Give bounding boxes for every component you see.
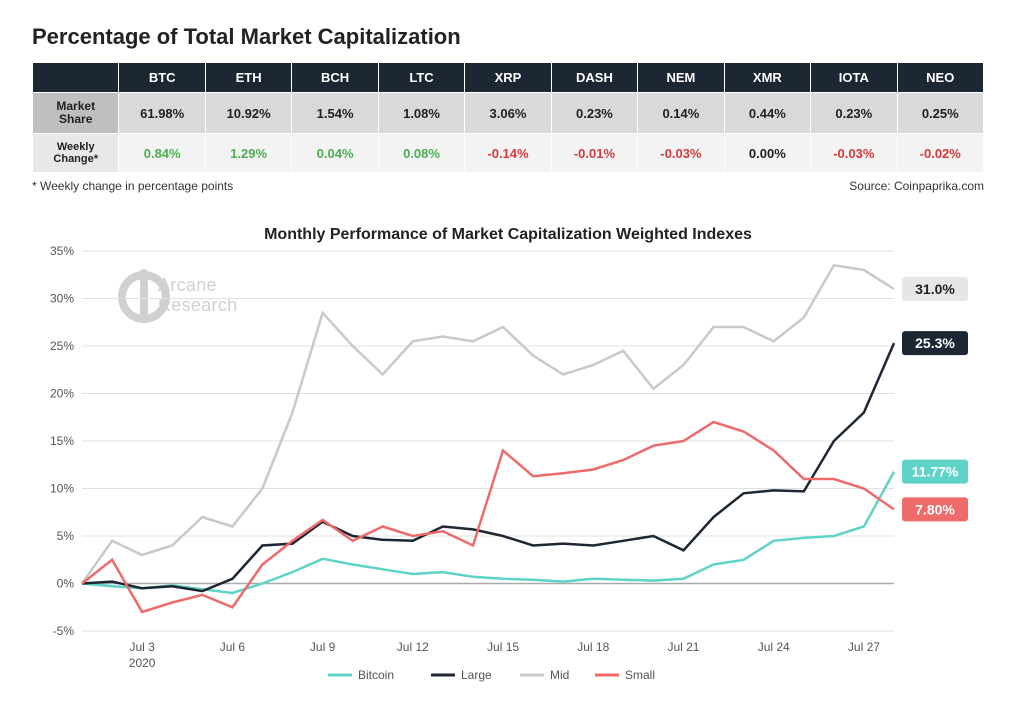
- end-label-text: 7.80%: [915, 502, 955, 518]
- legend-label: Mid: [550, 668, 569, 682]
- table-cell: 0.14%: [638, 93, 724, 134]
- legend-label: Large: [461, 668, 492, 682]
- table-cell: 0.23%: [811, 93, 897, 134]
- table-cell: 61.98%: [119, 93, 205, 134]
- table-cell: 0.00%: [724, 134, 810, 173]
- x-tick-label: Jul 18: [577, 640, 609, 654]
- x-tick-label: Jul 3: [129, 640, 155, 654]
- table-header-row: BTCETHBCHLTCXRPDASHNEMXMRIOTANEO: [33, 63, 984, 93]
- table-cell: 0.44%: [724, 93, 810, 134]
- source-label: Source: Coinpaprika.com: [849, 179, 984, 193]
- y-tick-label: -5%: [53, 624, 75, 638]
- row-label: MarketShare: [33, 93, 119, 134]
- x-tick-label: Jul 9: [310, 640, 336, 654]
- table-cell: -0.02%: [897, 134, 983, 173]
- end-label-text: 25.3%: [915, 336, 955, 352]
- table-header: NEO: [897, 63, 983, 93]
- table-header: BTC: [119, 63, 205, 93]
- x-tick-label: Jul 15: [487, 640, 519, 654]
- row-label: WeeklyChange*: [33, 134, 119, 173]
- table-cell: -0.03%: [638, 134, 724, 173]
- y-tick-label: 20%: [50, 387, 74, 401]
- table-cell: 1.08%: [378, 93, 464, 134]
- table-cell: 0.23%: [551, 93, 637, 134]
- table-cell: 0.08%: [378, 134, 464, 173]
- end-label-text: 11.77%: [912, 464, 959, 480]
- y-tick-label: 5%: [57, 529, 75, 543]
- y-tick-label: 30%: [50, 292, 74, 306]
- table-header: BCH: [292, 63, 378, 93]
- legend-label: Small: [625, 668, 655, 682]
- table-body: MarketShare61.98%10.92%1.54%1.08%3.06%0.…: [33, 93, 984, 173]
- table-header: NEM: [638, 63, 724, 93]
- x-tick-label: Jul 12: [397, 640, 429, 654]
- table-cell: 0.25%: [897, 93, 983, 134]
- table-cell: 0.84%: [119, 134, 205, 173]
- y-tick-label: 10%: [50, 482, 74, 496]
- series-large: [82, 343, 894, 591]
- table-header: ETH: [205, 63, 291, 93]
- table-header: LTC: [378, 63, 464, 93]
- end-label-text: 31.0%: [915, 281, 955, 297]
- y-tick-label: 25%: [50, 339, 74, 353]
- table-footer: * Weekly change in percentage points Sou…: [32, 179, 984, 193]
- chart-svg: Monthly Performance of Market Capitaliza…: [32, 221, 984, 691]
- table-header: IOTA: [811, 63, 897, 93]
- table-cell: 1.54%: [292, 93, 378, 134]
- table-cell: -0.03%: [811, 134, 897, 173]
- y-tick-label: 35%: [50, 244, 74, 258]
- table-cell: 1.29%: [205, 134, 291, 173]
- x-tick-label: Jul 21: [667, 640, 699, 654]
- table-header: XRP: [465, 63, 551, 93]
- table-cell: -0.01%: [551, 134, 637, 173]
- footnote: * Weekly change in percentage points: [32, 179, 233, 193]
- page-title: Percentage of Total Market Capitalizatio…: [32, 24, 984, 50]
- x-tick-label: Jul 24: [758, 640, 790, 654]
- performance-chart: Monthly Performance of Market Capitaliza…: [32, 221, 984, 691]
- y-tick-label: 15%: [50, 434, 74, 448]
- legend-label: Bitcoin: [358, 668, 394, 682]
- table-corner: [33, 63, 119, 93]
- x-tick-label: Jul 27: [848, 640, 880, 654]
- table-header: DASH: [551, 63, 637, 93]
- y-tick-label: 0%: [57, 577, 75, 591]
- market-cap-table: BTCETHBCHLTCXRPDASHNEMXMRIOTANEO MarketS…: [32, 62, 984, 173]
- table-cell: 0.04%: [292, 134, 378, 173]
- watermark-text: Arcane: [158, 275, 217, 295]
- table-cell: 3.06%: [465, 93, 551, 134]
- table-cell: -0.14%: [465, 134, 551, 173]
- table-header: XMR: [724, 63, 810, 93]
- x-year-label: 2020: [129, 656, 156, 670]
- table-cell: 10.92%: [205, 93, 291, 134]
- chart-title: Monthly Performance of Market Capitaliza…: [264, 226, 752, 243]
- x-tick-label: Jul 6: [220, 640, 246, 654]
